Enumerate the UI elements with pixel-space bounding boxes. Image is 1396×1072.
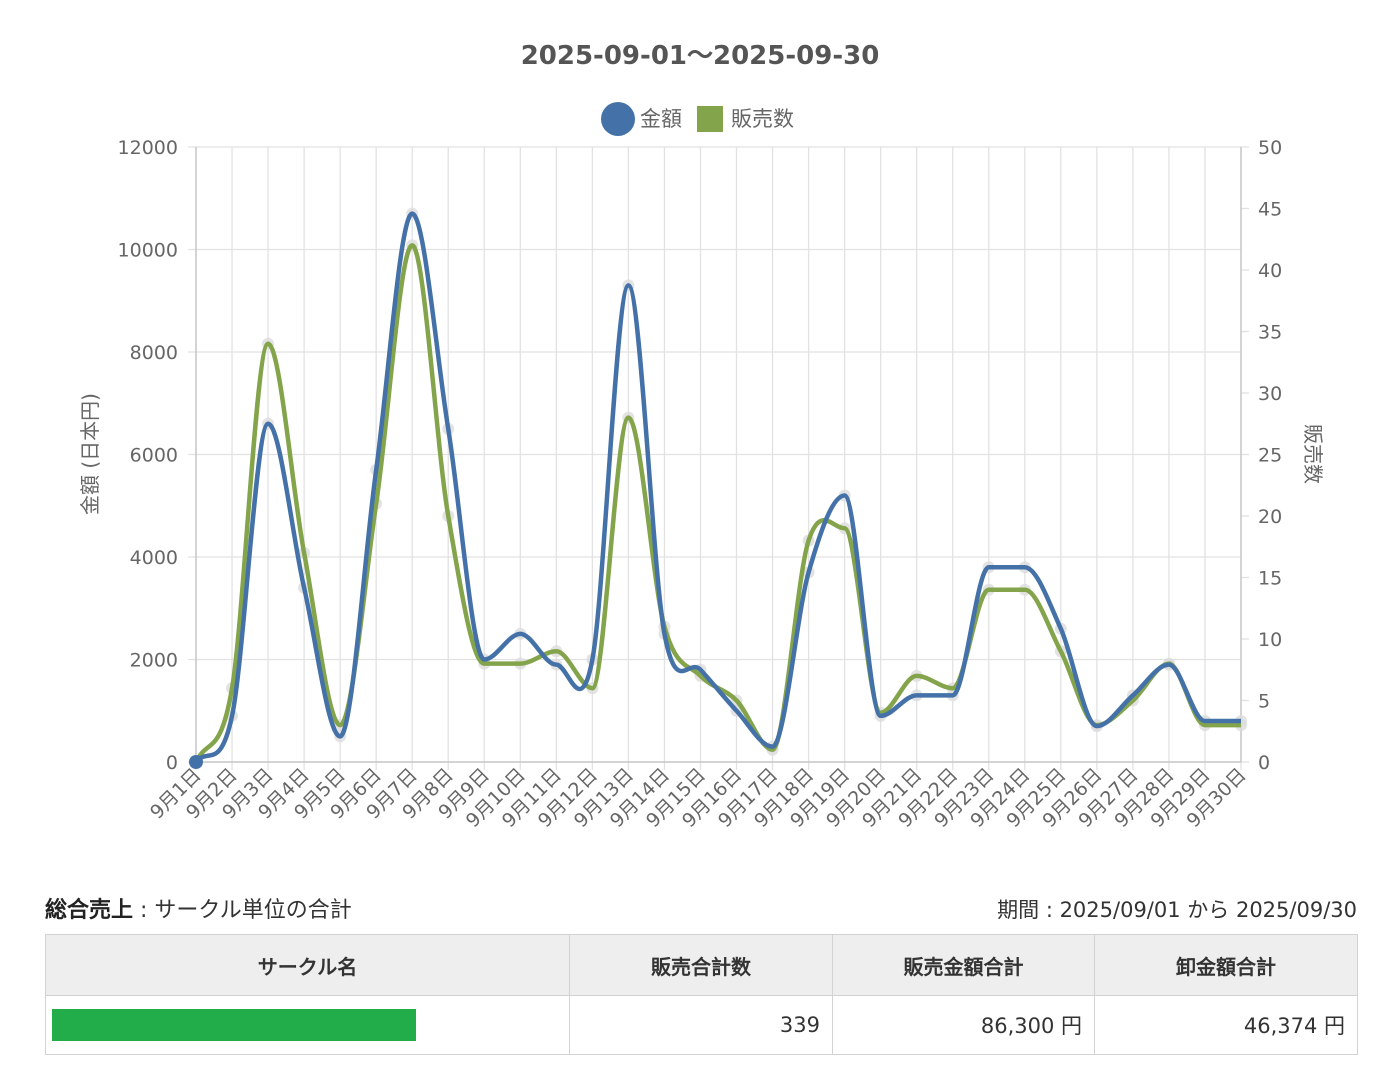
chart-title: 2025-09-01〜2025-09-30	[521, 41, 880, 71]
y-tick-label: 6000	[130, 445, 178, 467]
y-tick-label: 2000	[130, 650, 178, 672]
total-count-cell: 339	[569, 995, 833, 1055]
summary-title-subtitle: : サークル単位の合計	[133, 898, 352, 923]
sales-chart: 2025-09-01〜2025-09-30 金額 販売数 0 2000 4000 6000 8…	[78, 41, 1325, 832]
series-line-amount	[194, 211, 1241, 764]
redacted-circle-name	[52, 1009, 416, 1041]
y2-tick-label: 30	[1258, 383, 1282, 405]
wholesale-total-cell: 46,374 円	[1094, 995, 1358, 1055]
data-point-amount-highlight	[189, 755, 203, 769]
y2-axis-title: 販売数	[1301, 424, 1325, 484]
sales-total-cell: 86,300 円	[832, 995, 1095, 1055]
y2-tick-label: 40	[1258, 260, 1282, 282]
y2-tick-label: 20	[1258, 506, 1282, 528]
y2-tick-label: 25	[1258, 445, 1282, 467]
y-tick-label: 0	[166, 752, 178, 774]
legend-swatch-amount	[601, 102, 635, 136]
summary-title: 総合売上 : サークル単位の合計	[45, 892, 352, 924]
circle-name-cell	[45, 995, 570, 1055]
column-header-sales-total[interactable]: 販売金額合計	[832, 934, 1095, 996]
column-header-wholesale-total[interactable]: 卸金額合計	[1094, 934, 1358, 996]
y-tick-label: 4000	[130, 547, 178, 569]
table-header-row: サークル名 販売合計数 販売金額合計 卸金額合計	[45, 934, 1358, 996]
summary-title-bold: 総合売上	[45, 898, 134, 923]
y-tick-label: 8000	[130, 342, 178, 364]
summary-table: サークル名 販売合計数 販売金額合計 卸金額合計 339 86,300 円 46…	[45, 934, 1358, 1055]
y-tick-label: 12000	[118, 137, 178, 159]
sales-summary: 総合売上 : サークル単位の合計 期間 : 2025/09/01 から 2025…	[45, 884, 1358, 1055]
y2-tick-label: 45	[1258, 199, 1282, 221]
summary-period: 期間 : 2025/09/01 から 2025/09/30	[997, 898, 1357, 922]
legend-swatch-count	[697, 106, 723, 132]
table-row: 339 86,300 円 46,374 円	[45, 995, 1358, 1055]
column-header-circle-name[interactable]: サークル名	[45, 934, 570, 996]
y2-tick-label: 50	[1258, 137, 1282, 159]
y2-tick-label: 35	[1258, 322, 1282, 344]
column-header-total-count[interactable]: 販売合計数	[569, 934, 833, 996]
legend-label-count: 販売数	[731, 107, 794, 131]
y2-tick-label: 0	[1258, 752, 1270, 774]
y2-tick-label: 5	[1258, 691, 1270, 713]
y2-tick-label: 10	[1258, 629, 1282, 651]
series-line-count	[193, 243, 1241, 764]
y-tick-label: 10000	[118, 240, 178, 262]
summary-header: 総合売上 : サークル単位の合計 期間 : 2025/09/01 から 2025…	[45, 884, 1357, 924]
y2-tick-label: 15	[1258, 568, 1282, 590]
y-axis-title: 金額 (日本円)	[78, 393, 102, 515]
legend-label-amount: 金額	[640, 107, 682, 131]
